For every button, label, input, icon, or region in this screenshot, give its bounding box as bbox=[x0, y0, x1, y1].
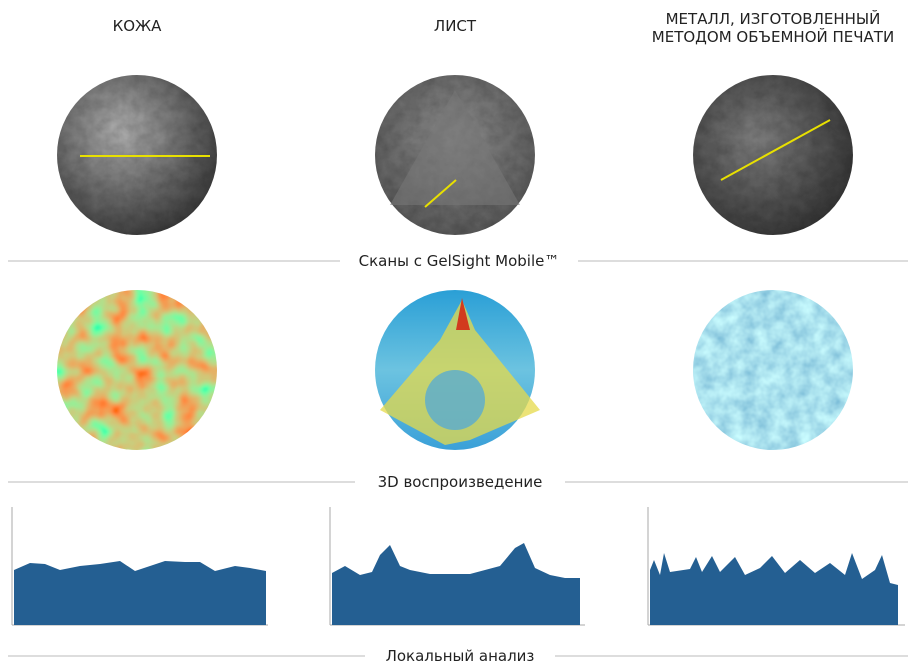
column-title: ЛИСТ bbox=[434, 17, 477, 35]
profile-leaf bbox=[329, 507, 585, 626]
section-label: Локальный анализ bbox=[386, 647, 535, 664]
column-title: КОЖА bbox=[113, 17, 163, 35]
scan-line bbox=[720, 119, 831, 181]
render-leather bbox=[57, 290, 217, 450]
leaf-peak bbox=[456, 298, 470, 330]
section-label: Сканы с GelSight Mobile™ bbox=[359, 252, 560, 270]
render-metal bbox=[693, 290, 853, 450]
scan-metal bbox=[693, 75, 853, 235]
column-title: МЕТАЛЛ, ИЗГОТОВЛЕННЫЙ МЕТОДОМ ОБЪЕМНОЙ ПЕ… bbox=[652, 9, 894, 46]
section-label: 3D воспроизведение bbox=[378, 473, 543, 491]
leaf-shape bbox=[390, 90, 520, 205]
profile-leather bbox=[11, 507, 268, 626]
profile-metal bbox=[647, 507, 905, 626]
scan-line bbox=[424, 179, 457, 208]
leaf-relief bbox=[425, 370, 485, 430]
